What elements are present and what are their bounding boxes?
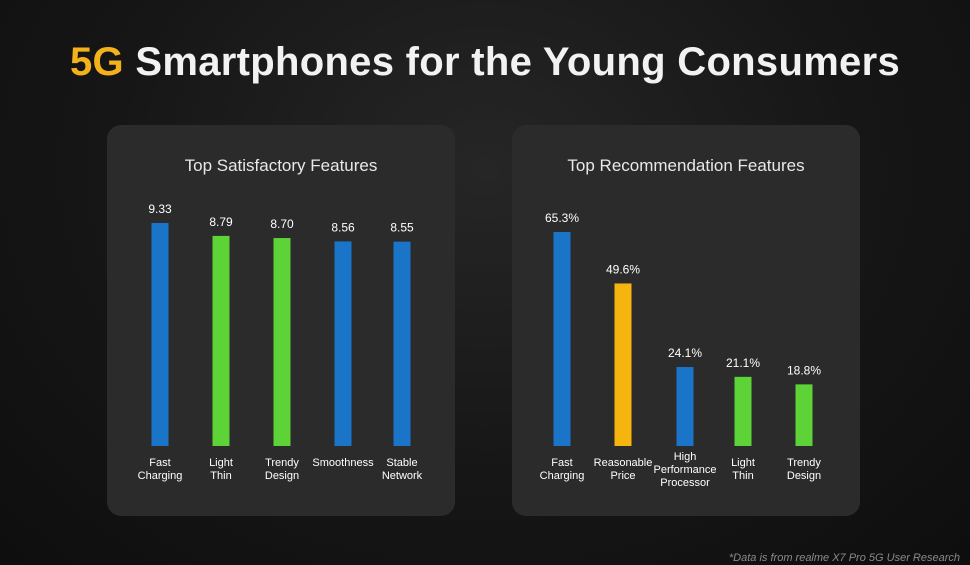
- recommendation-chart-panel: Top Recommendation Features 65.3% Fast Cha…: [512, 125, 860, 516]
- category-label: Light Thin: [209, 457, 233, 482]
- bar-light-thin: [212, 235, 230, 446]
- bar-smoothness: [334, 241, 352, 446]
- category-label: High Performance Processor: [654, 451, 717, 489]
- data-label: 8.56: [331, 220, 355, 234]
- category-label: Fast Charging: [138, 457, 183, 482]
- bar-trendy-design: [795, 384, 813, 446]
- recommendation-chart-title: Top Recommendation Features: [567, 156, 805, 175]
- page-title: 5G Smartphones for the Young Consumers: [0, 40, 970, 85]
- satisfactory-chart-title: Top Satisfactory Features: [184, 156, 378, 175]
- bar-fast-charging: [151, 223, 169, 446]
- category-label: Trendy Design: [265, 457, 300, 482]
- bar-fast-charging: [553, 232, 571, 446]
- category-label: Fast Charging: [540, 457, 585, 482]
- data-label: 8.70: [270, 217, 294, 231]
- satisfactory-chart-panel: Top Satisfactory Features 9.33 Fast Chargi…: [107, 125, 455, 516]
- category-label: Stable Network: [382, 457, 423, 482]
- data-label: 24.1%: [668, 346, 702, 360]
- bar-high-performance-processor: [676, 367, 694, 446]
- recommendation-chart: 65.3% Fast Charging 49.6% Reasonable Price 24.…: [540, 211, 822, 489]
- data-label: 8.79: [209, 215, 233, 229]
- category-label: Light Thin: [731, 457, 755, 482]
- bar-reasonable-price: [614, 283, 632, 446]
- data-label: 21.1%: [726, 356, 760, 370]
- bar-light-thin: [734, 376, 752, 446]
- bar-stable-network: [393, 241, 411, 446]
- data-label: 18.8%: [787, 363, 821, 377]
- category-label: Reasonable Price: [594, 457, 653, 482]
- category-label: Trendy Design: [787, 457, 822, 482]
- satisfactory-chart: 9.33 Fast Charging 8.79 Light Thin 8.70 Trendy D…: [138, 202, 423, 482]
- data-label: 49.6%: [606, 262, 640, 276]
- title-highlight: 5G: [69, 40, 124, 84]
- data-label: 9.33: [148, 202, 172, 216]
- category-label: Smoothness: [312, 457, 374, 469]
- data-label: 8.55: [390, 221, 414, 235]
- footnote: *Data is from realme X7 Pro 5G User Rese…: [728, 552, 960, 564]
- bar-trendy-design: [273, 238, 291, 446]
- title-text: Smartphones for the Young Consumers: [135, 40, 901, 84]
- data-label: 65.3%: [545, 211, 579, 225]
